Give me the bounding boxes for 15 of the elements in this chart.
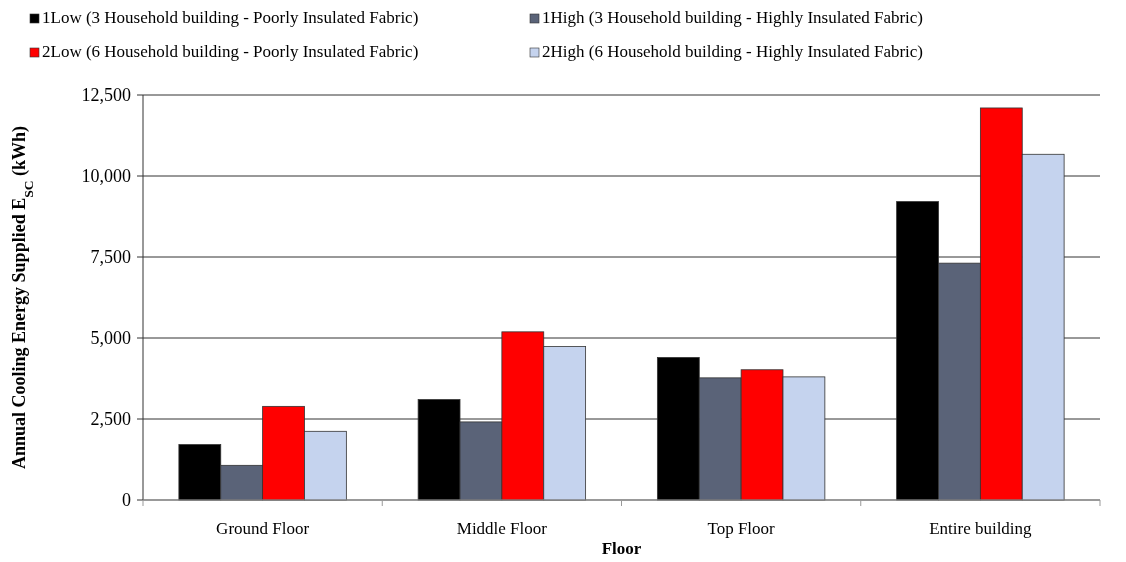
y-tick-label: 7,500 — [90, 247, 131, 268]
legend-label: 2High (6 Household building - Highly Insulated Fabric) — [542, 42, 924, 61]
y-tick-label: 5,000 — [90, 328, 131, 349]
legend-label: 1High (3 Household building - Highly Insulated Fabric) — [542, 8, 924, 27]
x-tick-label: Middle Floor — [456, 519, 548, 538]
y-tick-label: 0 — [122, 490, 131, 511]
y-tick-label: 2,500 — [90, 409, 131, 430]
x-tick-label: Entire building — [929, 519, 1033, 538]
y-tick-label: 12,500 — [81, 85, 131, 106]
legend-label: 2Low (6 Household building - Poorly Insulated Fabric) — [42, 42, 419, 61]
x-tick-label: Ground Floor — [216, 519, 310, 538]
x-axis-title: Floor — [601, 539, 642, 558]
legend-label: 1Low (3 Household building - Poorly Insulated Fabric) — [42, 8, 419, 27]
x-tick-label: Top Floor — [707, 519, 776, 538]
y-tick-label: 10,000 — [81, 166, 131, 187]
